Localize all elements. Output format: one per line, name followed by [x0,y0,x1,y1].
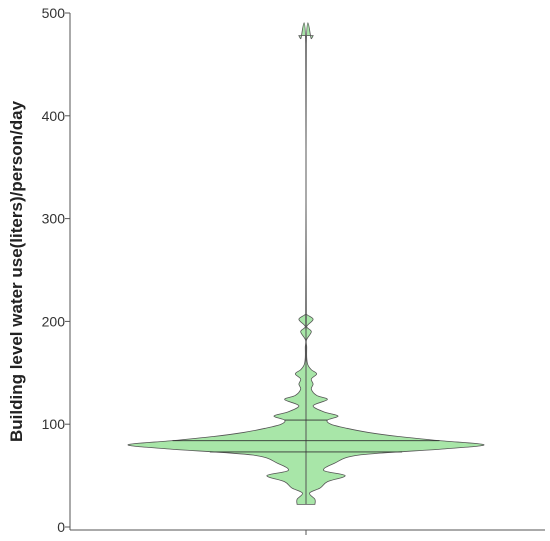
y-tick-label-300: 300 [42,211,66,227]
y-tick-label-100: 100 [42,416,66,432]
y-tick-label-500: 500 [42,5,66,21]
y-tick-label-200: 200 [42,313,66,329]
quartile-lines [172,419,440,453]
y-tick-label-400: 400 [42,108,66,124]
y-axis-title: Building level water use(liters)/person/… [7,100,26,442]
y-tick-label-0: 0 [57,519,65,535]
y-axis: 0 100 200 300 400 500 [42,5,71,535]
